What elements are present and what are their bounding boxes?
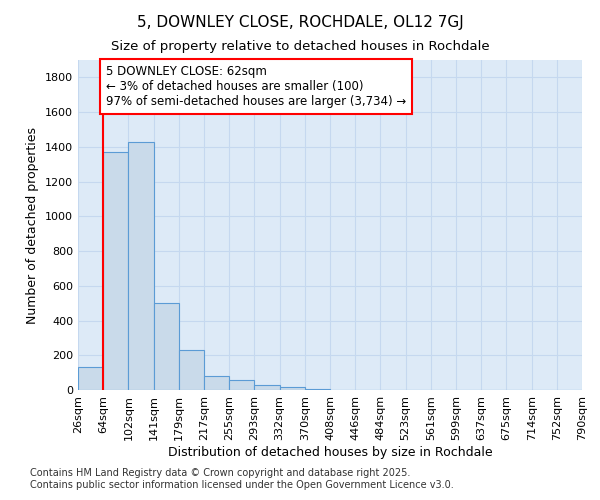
Bar [254,385,280,390]
Bar [280,387,305,390]
Bar [305,389,330,390]
Bar [154,303,179,390]
Bar [229,380,254,390]
Bar [103,152,128,390]
Text: Contains HM Land Registry data © Crown copyright and database right 2025.
Contai: Contains HM Land Registry data © Crown c… [30,468,454,490]
Bar [179,350,204,390]
X-axis label: Distribution of detached houses by size in Rochdale: Distribution of detached houses by size … [167,446,493,458]
Bar [204,376,229,390]
Text: Size of property relative to detached houses in Rochdale: Size of property relative to detached ho… [110,40,490,53]
Y-axis label: Number of detached properties: Number of detached properties [26,126,40,324]
Text: 5 DOWNLEY CLOSE: 62sqm
← 3% of detached houses are smaller (100)
97% of semi-det: 5 DOWNLEY CLOSE: 62sqm ← 3% of detached … [106,65,406,108]
Bar [78,368,103,390]
Text: 5, DOWNLEY CLOSE, ROCHDALE, OL12 7GJ: 5, DOWNLEY CLOSE, ROCHDALE, OL12 7GJ [137,15,463,30]
Bar [128,142,154,390]
